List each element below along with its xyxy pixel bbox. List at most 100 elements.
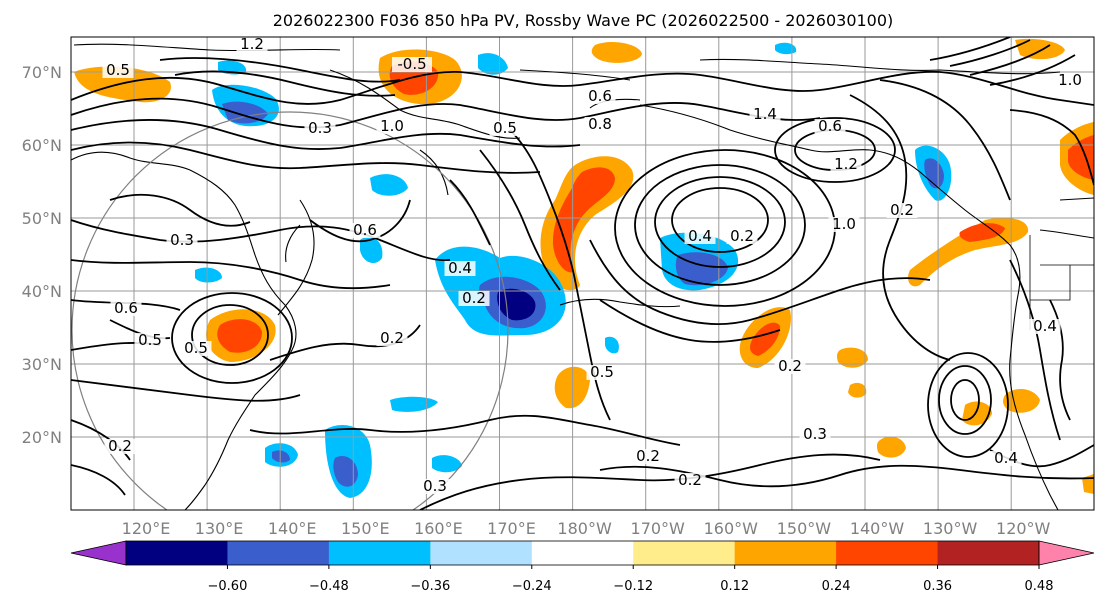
negative-anomaly-region (605, 336, 619, 354)
contour-line (109, 193, 251, 227)
contour-label: 0.5 (106, 61, 130, 79)
contour-label-backdrop (166, 233, 198, 248)
contour-label: 1.2 (240, 35, 264, 53)
longitude-tick-label: 180°W (557, 519, 612, 538)
colorbar-segment (937, 541, 1040, 565)
contour-line (599, 299, 781, 343)
positive-anomaly-region (959, 223, 1005, 242)
colorbar-tick-label: −0.12 (613, 579, 653, 594)
colorbar-extend-low (70, 540, 127, 566)
contour-line (849, 94, 951, 361)
contour-line (949, 39, 1031, 67)
longitude-tick-label: 130°E (195, 519, 244, 538)
contour-label: 0.6 (818, 117, 842, 135)
positive-anomaly-region (876, 436, 906, 458)
contour-line (71, 464, 126, 496)
longitude-tick-label: 140°E (268, 519, 317, 538)
map-frame (70, 36, 1095, 511)
contour-label-backdrop (458, 291, 490, 306)
positive-anomaly-region (750, 322, 780, 356)
contour-label-backdrop (749, 107, 781, 122)
contour-label: 0.2 (678, 471, 702, 489)
contour-label-backdrop (444, 261, 476, 276)
contour-label-backdrop (990, 451, 1022, 466)
contour-line (159, 57, 401, 83)
positive-anomaly-region (1068, 135, 1094, 180)
contour-line (1049, 299, 1071, 421)
colorbar: −0.60 −0.48 −0.36 −0.24 −0.12 0.12 0.24 0.36 0.4… (70, 540, 1095, 594)
pv-contours (71, 37, 1094, 510)
positive-anomaly-region (836, 347, 868, 368)
contour-label: 0.5 (493, 119, 517, 137)
colorbar-segment (836, 541, 939, 565)
latitude-tick-label: 60°N (22, 136, 62, 155)
contour-label: 0.6 (588, 87, 612, 105)
contour-line (71, 70, 1094, 106)
colorbar-segment (328, 541, 431, 565)
contour-label: 0.2 (890, 201, 914, 219)
contour-line (1009, 109, 1094, 186)
longitude-tick-label: 170°W (631, 519, 686, 538)
contour-label-backdrop (1054, 73, 1086, 88)
colorbar-segment (430, 541, 533, 565)
longitude-tick-label: 150°E (341, 519, 390, 538)
contour-label: 0.2 (108, 437, 132, 455)
latitude-tick-label: 70°N (22, 63, 62, 82)
contour-label: 1.0 (380, 117, 404, 135)
contour-label-backdrop (110, 301, 142, 316)
contour-label-backdrop (584, 117, 616, 132)
contour-label: 0.6 (353, 221, 377, 239)
contour-label-backdrop (419, 479, 451, 494)
contour-label-backdrop (102, 63, 134, 78)
contour-line (191, 304, 269, 366)
contour-label-backdrop (376, 331, 408, 346)
contour-label: 0.5 (590, 363, 614, 381)
colorbar-tick-label: 0.36 (923, 579, 952, 594)
latitude-tick-label: 30°N (22, 355, 62, 374)
longitude-tick-label: 170°E (487, 519, 536, 538)
contour-label-backdrop (674, 473, 706, 488)
contour-line (171, 292, 293, 384)
contour-label-backdrop (349, 223, 381, 238)
positive-anomaly-region (74, 66, 171, 103)
negative-anomaly-region (360, 236, 383, 264)
contour-label-backdrop (799, 427, 831, 442)
contour-line (938, 365, 992, 435)
negative-anomaly-region (675, 252, 728, 286)
colorbar-tick-label: 0.12 (720, 579, 749, 594)
contour-label: 0.3 (423, 477, 447, 495)
positive-anomaly-region (552, 167, 615, 273)
colorbar-tick-label: −0.60 (208, 579, 248, 594)
contour-label-backdrop (830, 157, 862, 172)
colorbar-outline (125, 540, 1040, 566)
negative-anomaly-region (924, 158, 944, 189)
longitude-tick-label: 120°E (122, 519, 171, 538)
colorbar-segment (531, 541, 634, 565)
contour-line (71, 419, 131, 461)
contour-label-backdrop (1029, 319, 1061, 334)
negative-anomaly-region (222, 101, 268, 124)
negative-anomaly-region (272, 450, 290, 463)
contour-line (71, 219, 451, 262)
longitude-axis: 120°E 130°E 140°E 150°E 160°E 170°E 180°W 170°W… (122, 519, 1051, 538)
contour-line (249, 414, 681, 446)
contour-label-backdrop (586, 365, 618, 380)
contour-label: 0.2 (730, 227, 754, 245)
negative-anomaly-region (333, 455, 358, 487)
colorbar-segment (633, 541, 736, 565)
negative-anomaly-region (775, 42, 797, 55)
positive-anomaly-region (217, 319, 262, 353)
contour-line (774, 117, 896, 183)
contour-label-backdrop (392, 57, 432, 72)
contour-line (634, 164, 806, 286)
contour-label-backdrop (684, 229, 716, 244)
contour-label: -0.5 (397, 55, 426, 73)
longitude-tick-label: 150°W (777, 519, 832, 538)
contour-label-backdrop (104, 439, 136, 454)
contour-label: 0.4 (688, 227, 712, 245)
colorbar-segment (126, 541, 228, 565)
positive-anomaly-region (848, 382, 867, 398)
contour-line (654, 176, 786, 268)
colorbar-segment (227, 541, 330, 565)
negative-anomaly-region (478, 53, 508, 75)
